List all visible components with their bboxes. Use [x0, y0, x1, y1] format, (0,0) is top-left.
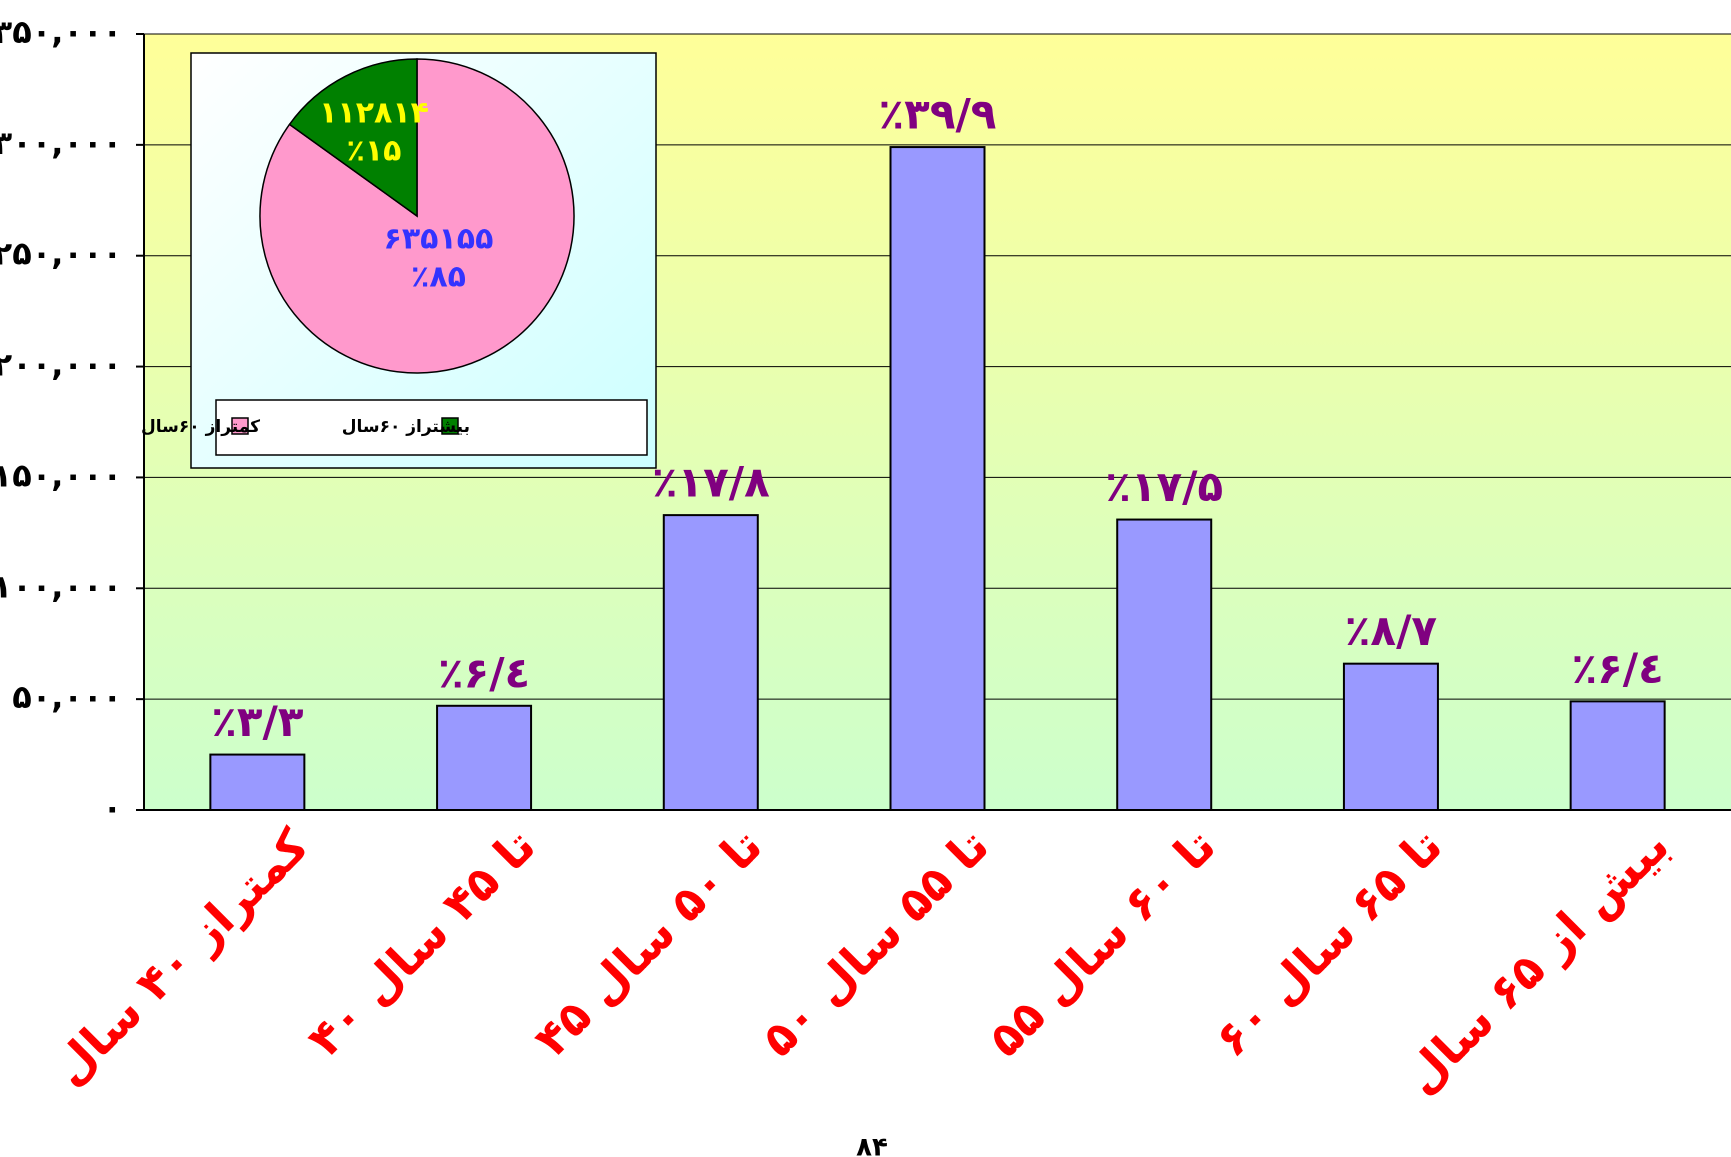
x-tick-label: ۴۰ تا ۴۵ سال	[297, 818, 545, 1066]
data-label: ٪۶/٤	[438, 648, 530, 697]
legend-swatch	[441, 417, 459, 435]
x-tick-label: ۵۵ تا ۶۰ سال	[977, 818, 1225, 1066]
slice-percent: ٪۱۵	[347, 134, 402, 169]
bar	[662, 514, 759, 811]
y-tick-label: ۲۵۰,۰۰۰	[0, 235, 122, 273]
bar	[1342, 662, 1439, 811]
slice-value: ۶۳۵۱۵۵	[384, 221, 494, 256]
data-label: ٪۱۷/۸	[652, 458, 770, 507]
y-tick-label: ۱۰۰,۰۰۰	[0, 567, 122, 605]
data-label: ٪۶/٤	[1572, 644, 1664, 693]
y-tick-label: ۵۰,۰۰۰	[12, 678, 122, 716]
y-tick-label: ۳۰۰,۰۰۰	[0, 124, 122, 162]
slice-value: ۱۱۲۸۱۴	[319, 96, 429, 131]
y-tick-label: ۳۵۰,۰۰۰	[0, 13, 122, 51]
y-tick-label: ۰	[102, 789, 122, 827]
legend-label: کمتراز ۶۰سال	[141, 417, 260, 437]
x-tick-label: ۶۰ تا ۶۵ سال	[1204, 818, 1452, 1066]
page-number: ۸۴	[856, 1133, 888, 1157]
bar	[436, 704, 533, 812]
legend-box	[215, 399, 648, 456]
legend-swatch	[231, 417, 249, 435]
y-tick-label: ۱۵۰,۰۰۰	[0, 456, 122, 494]
x-tick-label: ۵۰ تا ۵۵ سال	[751, 818, 999, 1066]
pie-slice	[288, 58, 418, 218]
x-tick-label: ۴۵ تا ۵۰ سال	[524, 818, 772, 1066]
bar	[209, 753, 306, 811]
data-label: ٪۳۹/۹	[879, 90, 997, 139]
data-label: ٪۳/۳	[211, 697, 304, 746]
x-tick-label: کمتراز ۴۰ سال	[42, 818, 319, 1095]
y-tick-label: ۲۰۰,۰۰۰	[0, 346, 122, 384]
bar	[889, 146, 986, 811]
legend-label: بیشتراز ۶۰سال	[342, 417, 470, 437]
data-label: ٪۱۷/۵	[1105, 462, 1223, 511]
bar	[1569, 700, 1666, 811]
slice-percent: ٪۸۵	[411, 259, 466, 294]
bar	[1116, 518, 1213, 811]
data-label: ٪۸/۷	[1345, 606, 1438, 655]
